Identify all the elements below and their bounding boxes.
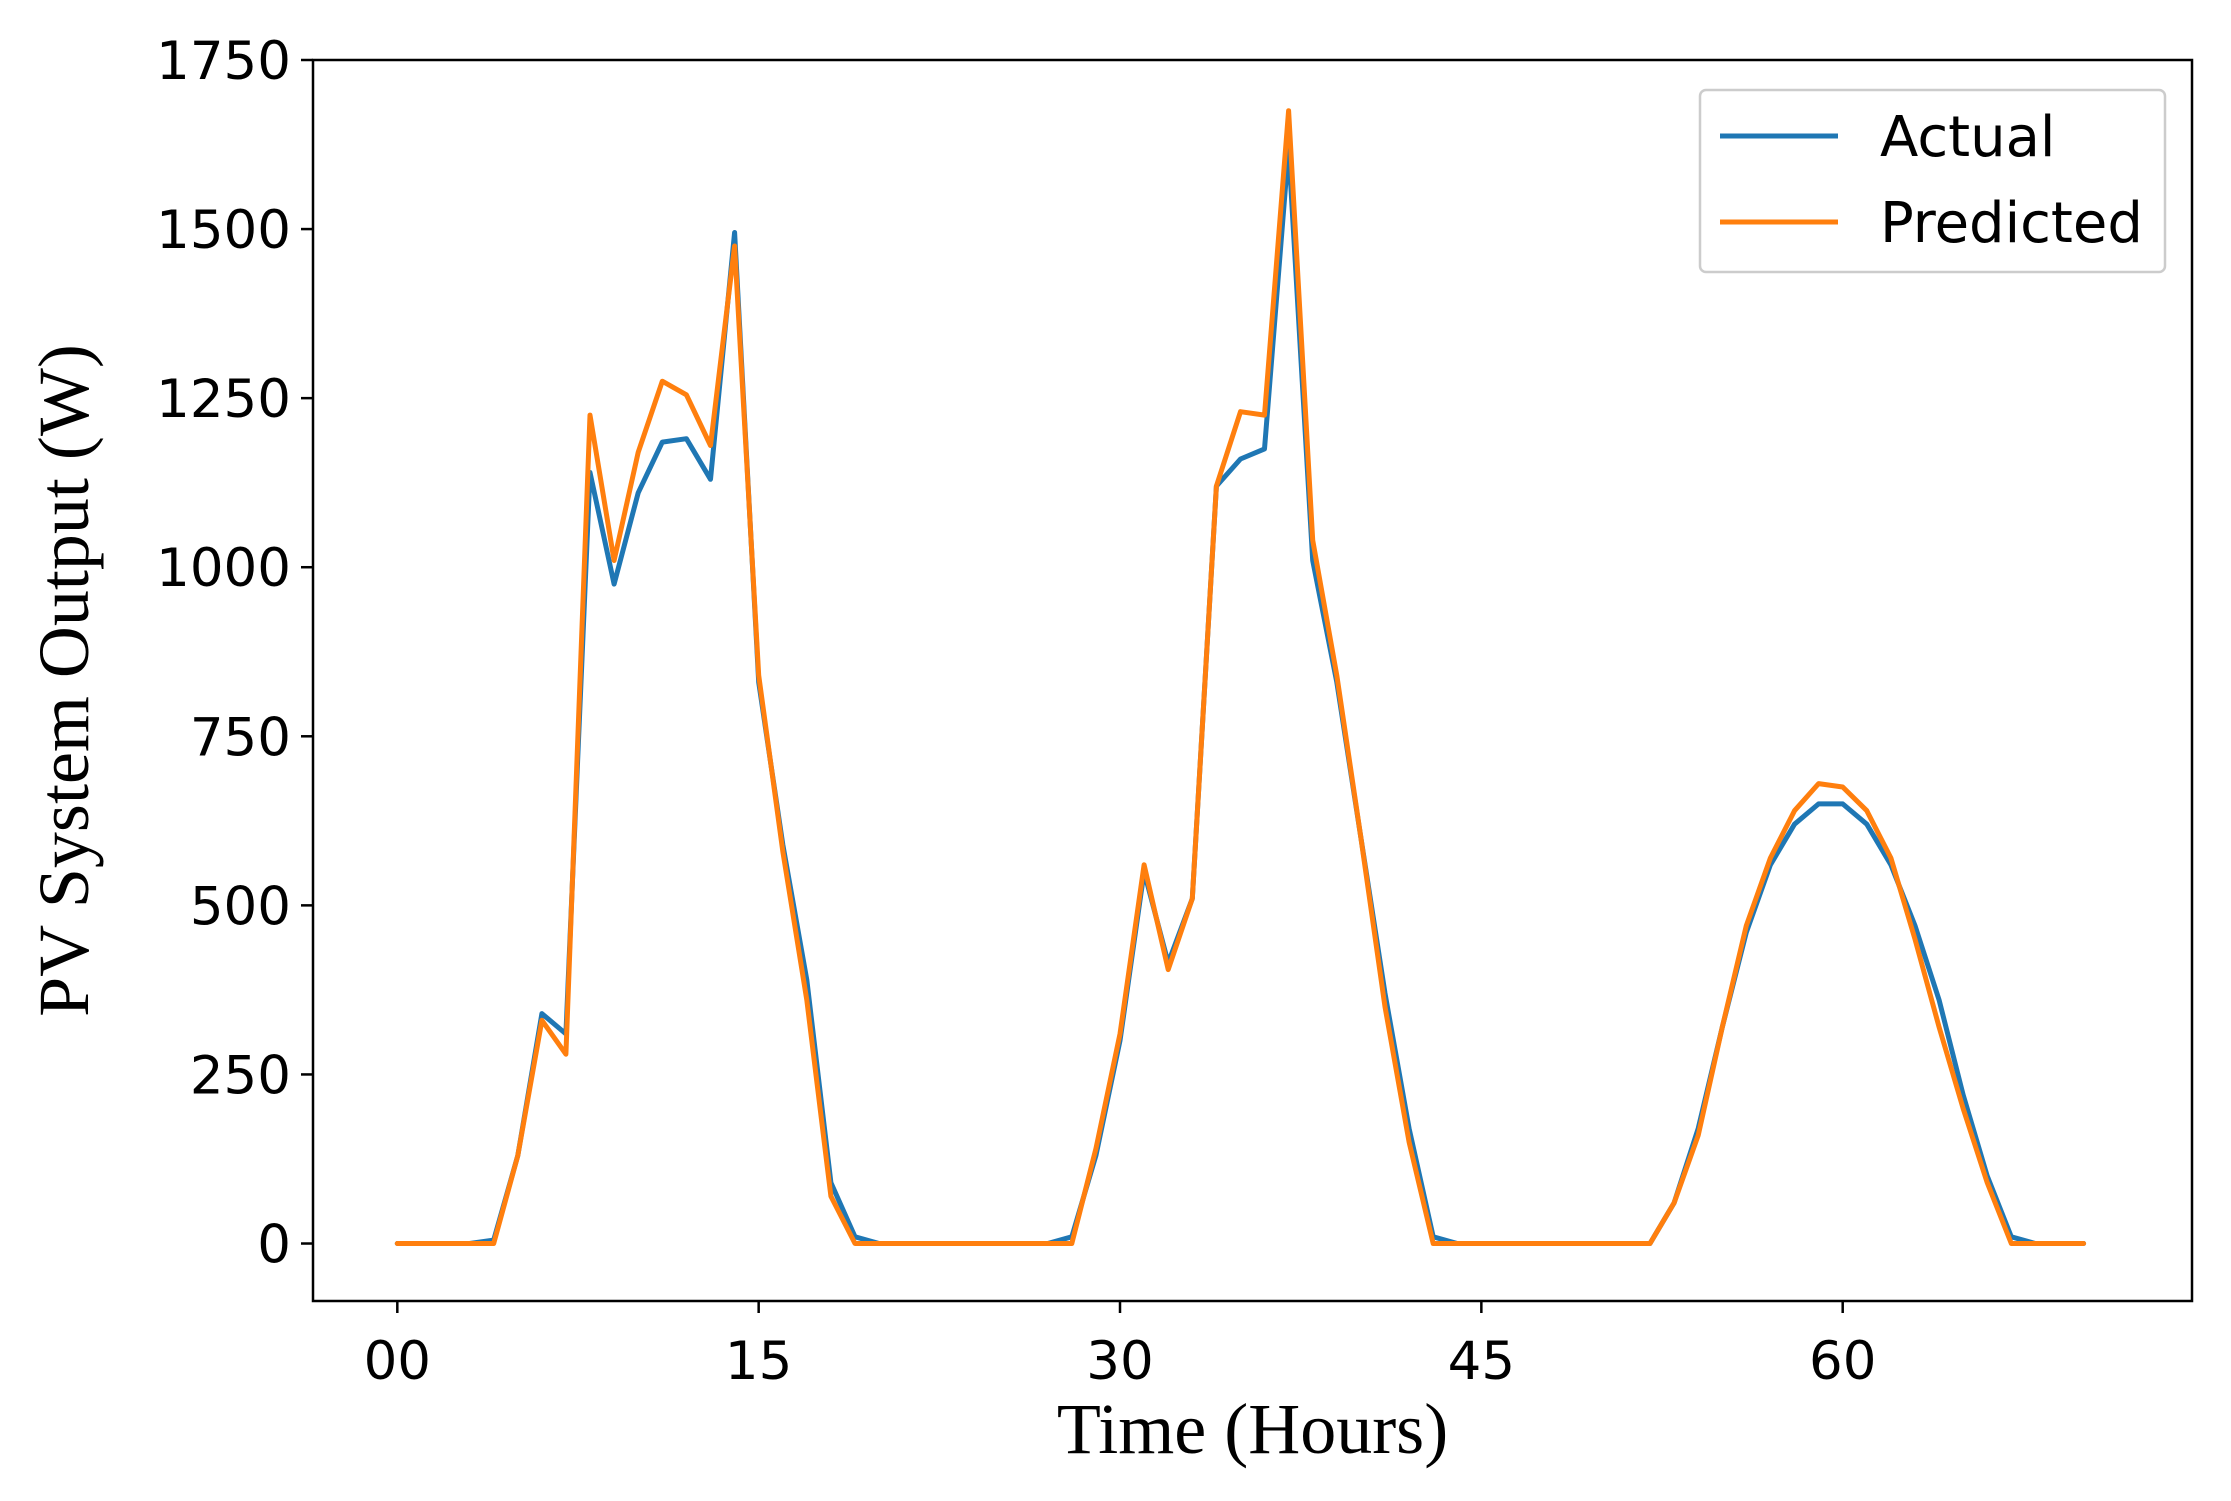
series-line-predicted <box>394 108 2087 1246</box>
y-tick-label: 250 <box>190 1045 291 1106</box>
y-axis-ticks: 0 250 500 750 1000 1250 1500 1750 <box>156 31 313 1276</box>
x-tick-label: 60 <box>1809 1331 1876 1392</box>
x-tick-label: 30 <box>1086 1331 1153 1392</box>
y-tick-label: 0 <box>257 1215 291 1276</box>
legend: Actual Predicted <box>1698 88 2167 274</box>
series-layer <box>394 108 2087 1246</box>
legend-label-actual: Actual <box>1880 105 2055 170</box>
y-tick-label: 1500 <box>156 200 291 261</box>
y-tick-label: 1750 <box>156 31 291 92</box>
x-tick-label: 15 <box>725 1331 792 1392</box>
x-tick-label: 00 <box>364 1331 431 1392</box>
series-line-actual <box>394 145 2087 1246</box>
x-tick-label: 45 <box>1448 1331 1515 1392</box>
y-axis-title: PV System Output (W) <box>24 344 104 1017</box>
x-axis-ticks: 00 15 30 45 60 <box>364 1301 1876 1392</box>
y-tick-label: 500 <box>190 876 291 937</box>
y-tick-label: 750 <box>190 707 291 768</box>
x-axis-title: Time (Hours) <box>1057 1389 1448 1469</box>
y-tick-label: 1000 <box>156 538 291 599</box>
y-tick-label: 1250 <box>156 369 291 430</box>
legend-label-predicted: Predicted <box>1880 191 2143 256</box>
plot-area-frame <box>311 58 2194 1303</box>
